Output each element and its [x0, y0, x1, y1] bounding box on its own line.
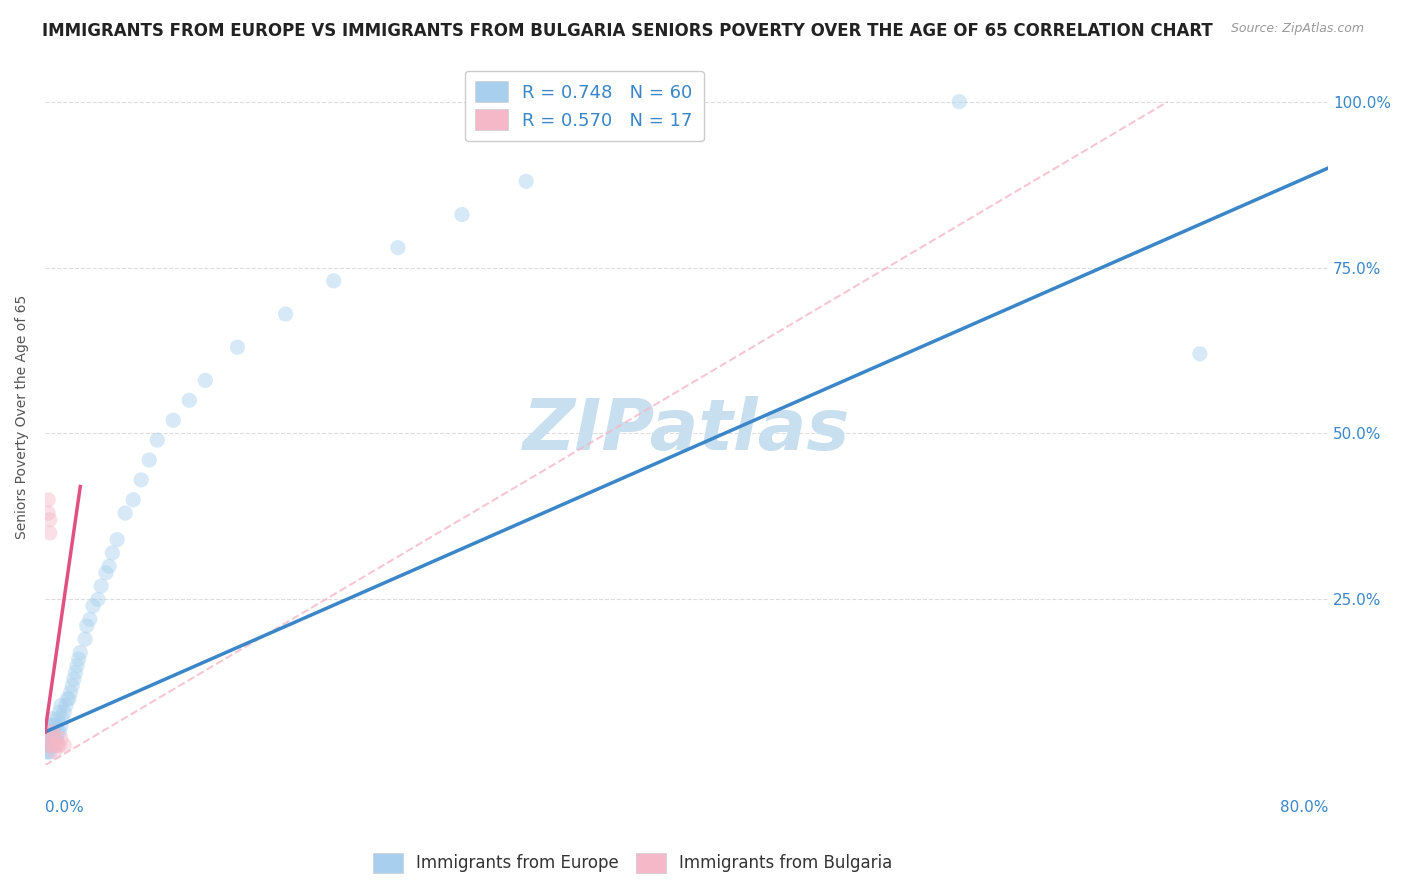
Point [49, 718, 72, 732]
Point [66, 658, 89, 673]
Point [162, 413, 184, 427]
Point [35, 745, 58, 759]
Point [44, 731, 66, 746]
Point [322, 274, 344, 288]
Point [41, 731, 63, 746]
Point [1188, 347, 1211, 361]
Y-axis label: Seniors Poverty Over the Age of 65: Seniors Poverty Over the Age of 65 [15, 294, 30, 539]
Text: 0.0%: 0.0% [45, 800, 84, 815]
Point [41, 739, 63, 753]
Point [451, 207, 474, 221]
Point [87, 592, 110, 607]
Point [179, 393, 201, 408]
Point [53, 739, 76, 753]
Text: Source: ZipAtlas.com: Source: ZipAtlas.com [1230, 22, 1364, 36]
Point [42, 739, 65, 753]
Point [38, 745, 60, 759]
Point [45, 718, 67, 732]
Point [122, 492, 145, 507]
Point [60, 679, 83, 693]
Point [48, 705, 70, 719]
Point [49, 731, 72, 746]
Point [45, 731, 67, 746]
Point [67, 652, 90, 666]
Point [56, 691, 79, 706]
Text: 80.0%: 80.0% [1279, 800, 1329, 815]
Point [45, 739, 67, 753]
Point [45, 731, 67, 746]
Point [226, 340, 249, 354]
Point [63, 672, 86, 686]
Point [38, 725, 60, 739]
Point [49, 698, 72, 713]
Point [42, 712, 65, 726]
Point [59, 685, 82, 699]
Legend: Immigrants from Europe, Immigrants from Bulgaria: Immigrants from Europe, Immigrants from … [367, 847, 898, 880]
Point [79, 612, 101, 626]
Point [69, 645, 91, 659]
Point [76, 619, 98, 633]
Point [41, 718, 63, 732]
Point [37, 492, 59, 507]
Point [52, 712, 75, 726]
Point [948, 95, 970, 109]
Point [98, 559, 121, 574]
Point [46, 739, 69, 753]
Point [82, 599, 104, 613]
Text: ZIPatlas: ZIPatlas [523, 396, 851, 466]
Point [42, 725, 65, 739]
Legend: R = 0.748   N = 60, R = 0.570   N = 17: R = 0.748 N = 60, R = 0.570 N = 17 [464, 70, 703, 141]
Point [41, 739, 63, 753]
Point [37, 725, 59, 739]
Point [515, 174, 537, 188]
Point [90, 579, 112, 593]
Point [37, 745, 59, 759]
Point [44, 718, 66, 732]
Point [55, 698, 77, 713]
Point [42, 725, 65, 739]
Point [38, 526, 60, 541]
Point [114, 506, 136, 520]
Text: IMMIGRANTS FROM EUROPE VS IMMIGRANTS FROM BULGARIA SENIORS POVERTY OVER THE AGE : IMMIGRANTS FROM EUROPE VS IMMIGRANTS FRO… [42, 22, 1213, 40]
Point [146, 433, 169, 447]
Point [387, 241, 409, 255]
Point [65, 665, 87, 680]
Point [42, 739, 65, 753]
Point [46, 725, 69, 739]
Point [101, 546, 124, 560]
Point [37, 731, 59, 746]
Point [48, 725, 70, 739]
Point [35, 731, 58, 746]
Point [94, 566, 117, 580]
Point [44, 745, 66, 759]
Point [274, 307, 297, 321]
Point [35, 739, 58, 753]
Point [46, 712, 69, 726]
Point [75, 632, 97, 647]
Point [41, 725, 63, 739]
Point [58, 691, 80, 706]
Point [48, 739, 70, 753]
Point [37, 506, 59, 520]
Point [38, 739, 60, 753]
Point [138, 453, 160, 467]
Point [38, 513, 60, 527]
Point [194, 373, 217, 387]
Point [53, 705, 76, 719]
Point [105, 533, 128, 547]
Point [129, 473, 152, 487]
Point [35, 739, 58, 753]
